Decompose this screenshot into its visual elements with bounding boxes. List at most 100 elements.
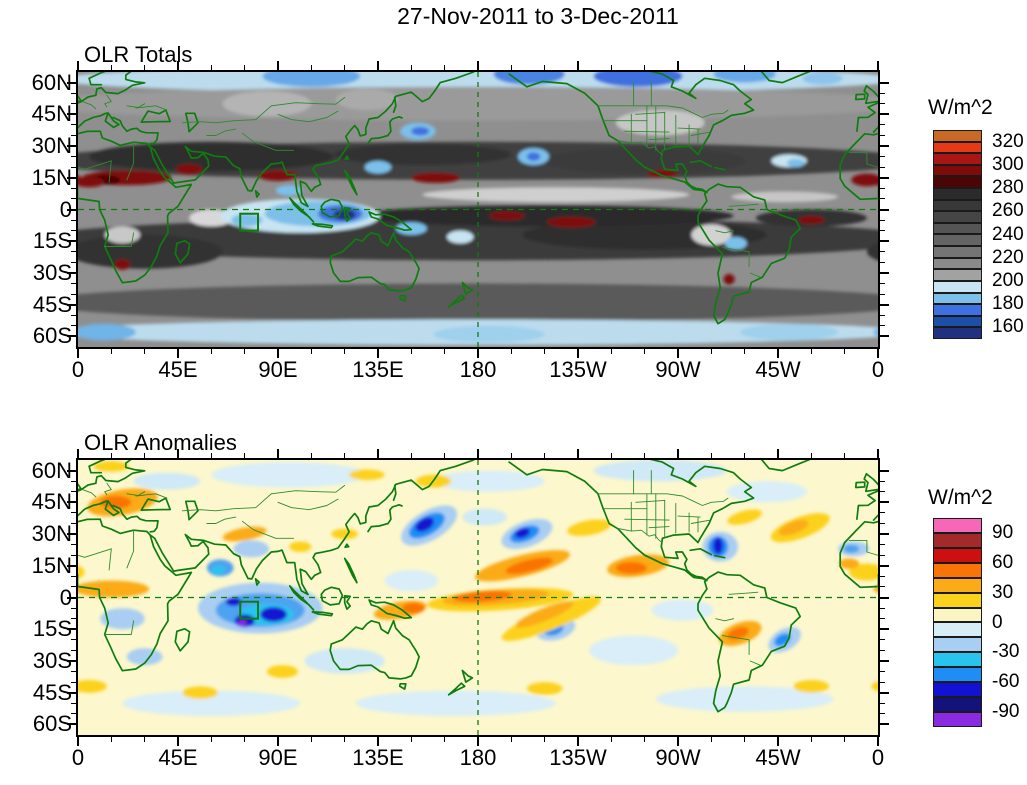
- lat-tick-label: 45S: [32, 679, 72, 705]
- colorbar-swatch: [933, 176, 982, 189]
- lat-tick: [880, 501, 889, 504]
- lat-tick: [71, 554, 76, 556]
- coastline: [78, 72, 146, 104]
- lat-tick: [67, 659, 76, 662]
- contour-blob: [802, 72, 843, 85]
- contour-field: [78, 460, 878, 716]
- contour-blob: [514, 527, 530, 539]
- lon-tick: [610, 453, 612, 458]
- country-border: [848, 539, 878, 556]
- colorbar-label: 60: [992, 551, 1014, 573]
- colorbar-label: 260: [992, 200, 1024, 222]
- lat-tick: [67, 303, 76, 306]
- colorbar-swatch: [933, 682, 982, 698]
- lon-tick: [810, 65, 812, 70]
- coastline: [184, 500, 199, 521]
- coastline: [311, 223, 334, 229]
- contour-blob: [78, 323, 136, 341]
- contour-blob: [104, 226, 141, 244]
- colorbar-swatch: [933, 269, 982, 281]
- lon-tick: [677, 737, 679, 746]
- contour-blob: [615, 561, 647, 574]
- colorbar-label: 300: [992, 153, 1024, 175]
- lon-tick: [277, 449, 279, 458]
- colorbar-label: 0: [992, 611, 1003, 633]
- lat-tick-label: 0: [59, 584, 72, 610]
- lat-tick: [67, 240, 76, 243]
- lon-tick: [644, 737, 646, 742]
- lon-tick-label: 0: [871, 745, 885, 770]
- contour-blob: [726, 481, 807, 503]
- coastline: [343, 594, 352, 610]
- colorbar-swatch: [933, 188, 982, 200]
- colorbar-swatch: [933, 532, 982, 548]
- coastline: [311, 611, 334, 617]
- lat-tick: [71, 713, 76, 715]
- lon-tick: [544, 65, 546, 70]
- coastline: [856, 102, 878, 133]
- lat-tick: [71, 283, 76, 285]
- contour-blob: [266, 665, 298, 678]
- contour-blob: [691, 224, 732, 246]
- lon-tick: [344, 737, 346, 742]
- contour-blob: [433, 470, 545, 492]
- lon-tick: [744, 453, 746, 458]
- lon-tick: [510, 349, 512, 354]
- lon-tick: [710, 737, 712, 742]
- lat-tick: [71, 261, 76, 263]
- index-region-box: [239, 212, 260, 232]
- lat-tick: [880, 575, 885, 577]
- lat-tick: [71, 251, 76, 253]
- lat-tick: [71, 681, 76, 683]
- anomalies-colorbar-units: W/m^2: [928, 486, 993, 509]
- lat-tick: [71, 124, 76, 126]
- lon-tick: [777, 737, 779, 746]
- coastline: [839, 520, 878, 589]
- lon-tick: [677, 349, 679, 358]
- lat-tick: [880, 469, 889, 472]
- lon-tick: [77, 737, 79, 746]
- lat-tick: [880, 607, 885, 609]
- lat-tick: [880, 544, 885, 546]
- lat-tick: [880, 671, 885, 673]
- contour-blob: [415, 517, 434, 532]
- lat-tick: [880, 659, 889, 662]
- lat-tick-label: 60N: [31, 69, 72, 95]
- lon-tick: [744, 737, 746, 742]
- lat-tick: [71, 607, 76, 609]
- lat-tick: [880, 314, 885, 316]
- lon-tick: [144, 737, 146, 742]
- lon-tick-label: 45W: [755, 357, 801, 382]
- country-border: [126, 491, 146, 496]
- colorbar-swatch: [933, 153, 982, 165]
- lat-tick: [880, 639, 885, 641]
- contour-blob: [501, 596, 601, 641]
- lat-tick-label: 15S: [32, 616, 72, 642]
- contour-blob: [873, 327, 878, 337]
- contour-blob: [133, 472, 201, 490]
- lon-tick: [577, 61, 579, 70]
- colorbar-swatch: [933, 315, 982, 328]
- lon-tick: [777, 61, 779, 70]
- coastline: [367, 503, 403, 533]
- lat-tick-label: 15N: [31, 552, 72, 578]
- lon-tick: [177, 349, 179, 358]
- lat-tick-label: 60N: [31, 457, 72, 483]
- lat-tick: [880, 533, 889, 536]
- coastline: [461, 669, 474, 683]
- panel-title-totals: OLR Totals: [84, 42, 193, 67]
- lon-tick: [410, 737, 412, 742]
- country-border: [635, 499, 666, 503]
- coastline: [447, 294, 466, 308]
- colorbar-label: 200: [992, 269, 1024, 291]
- contour-blob: [114, 259, 131, 270]
- coastline: [854, 93, 866, 101]
- lat-tick: [67, 335, 76, 338]
- coastline: [713, 166, 726, 171]
- coastline: [461, 281, 474, 295]
- lat-tick: [71, 219, 76, 221]
- lat-tick: [880, 303, 889, 306]
- lat-tick: [71, 522, 76, 524]
- coastline: [78, 518, 193, 672]
- lon-tick: [444, 65, 446, 70]
